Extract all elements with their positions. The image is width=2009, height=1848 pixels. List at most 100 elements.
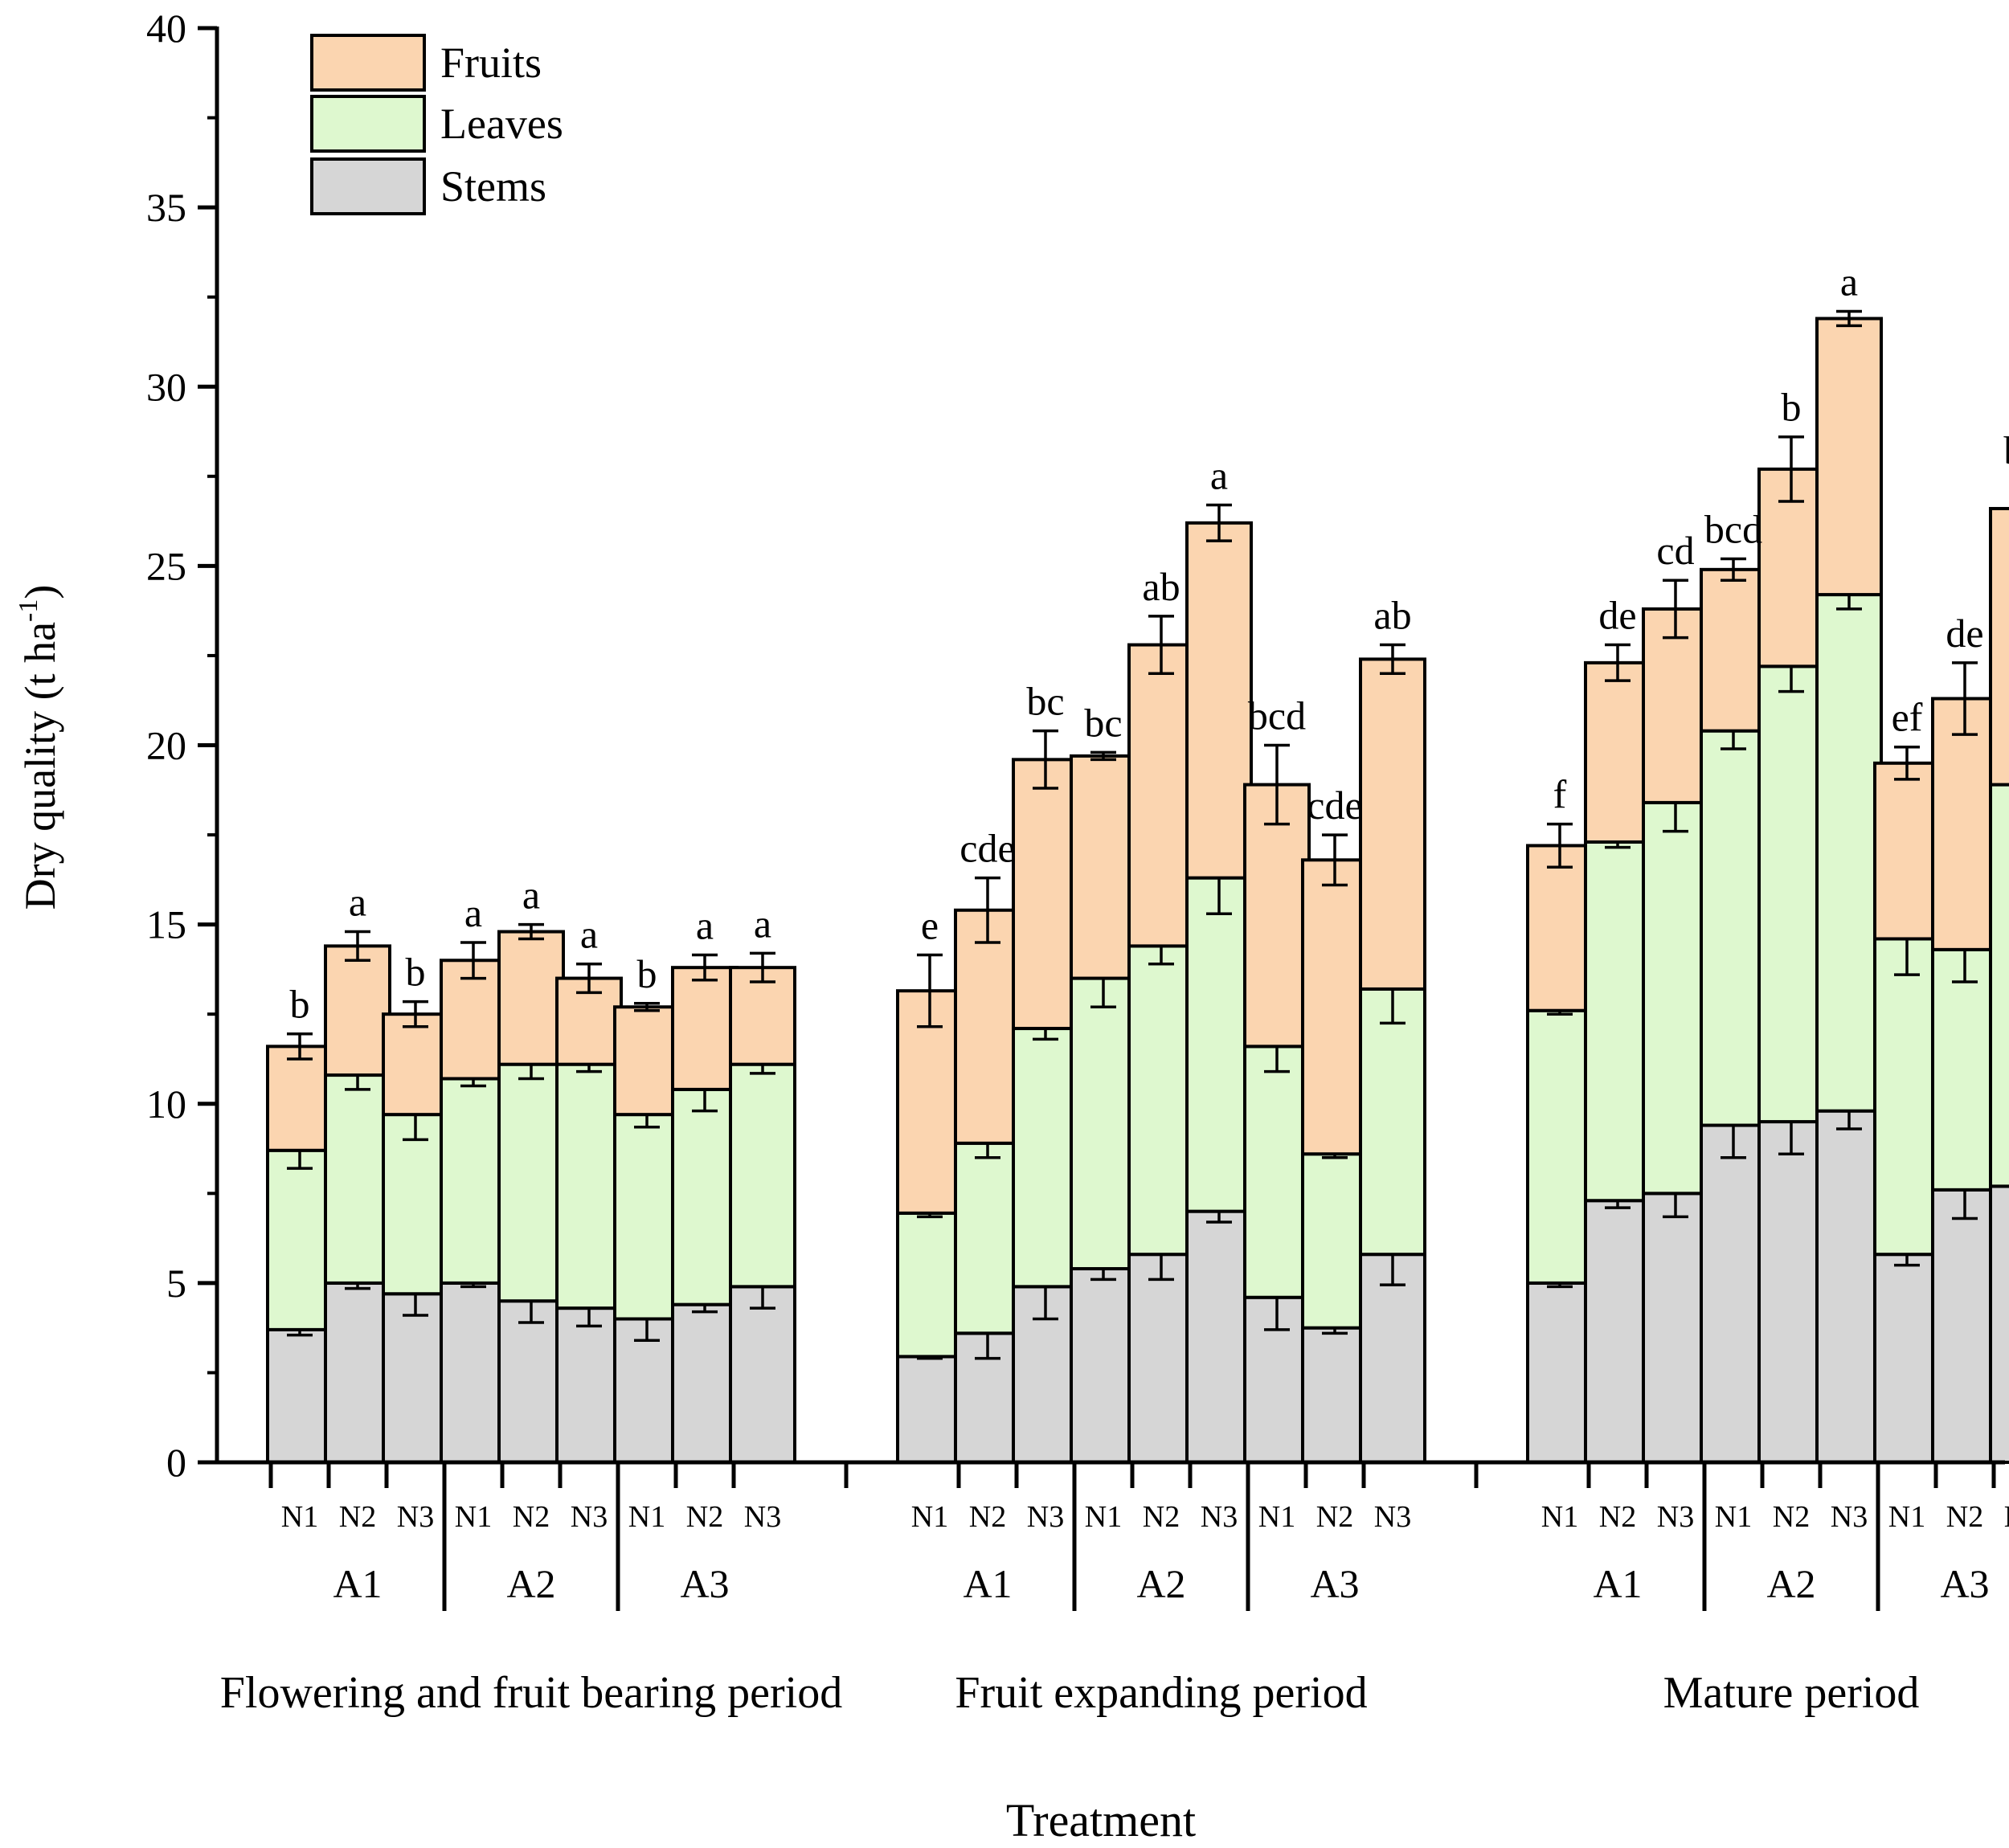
significance-letter: ab <box>1373 593 1411 638</box>
group-label: A1 <box>1593 1561 1642 1606</box>
x-category-label: N3 <box>744 1500 781 1534</box>
x-category-label: N1 <box>911 1500 948 1534</box>
bar-segment-stems <box>1127 1253 1195 1465</box>
bar-segment-stems <box>729 1285 796 1465</box>
bar-segment-stems <box>896 1355 964 1464</box>
bar-segment-stems <box>1873 1253 1941 1465</box>
y-tick-label: 30 <box>146 364 186 409</box>
x-category-label: N2 <box>1946 1500 1983 1534</box>
bar-10 <box>896 953 964 1464</box>
significance-letter: bcd <box>1248 693 1306 738</box>
bar-27 <box>1989 506 2009 1464</box>
y-tick-label: 25 <box>146 543 186 588</box>
bar-segment-stems <box>324 1281 391 1464</box>
bar-segment-fruits <box>497 930 565 1066</box>
bars-layer <box>266 309 2009 1465</box>
bar-segment-fruits <box>1989 506 2009 787</box>
bar-segment-fruits <box>729 966 796 1066</box>
bar-segment-stems <box>1070 1267 1137 1465</box>
bar-24 <box>1815 309 1883 1465</box>
significance-letter: a <box>696 903 714 948</box>
bar-segment-leaves <box>1127 944 1195 1257</box>
x-category-label: N3 <box>2004 1500 2009 1534</box>
bar-segment-stems <box>266 1327 333 1464</box>
bar-segment-leaves <box>440 1077 507 1285</box>
legend-label-fruits: Fruits <box>440 39 542 87</box>
bar-15 <box>1185 503 1253 1464</box>
y-tick-label: 5 <box>166 1261 186 1306</box>
x-category-label: N1 <box>281 1500 318 1534</box>
bar-segment-leaves <box>1070 976 1137 1271</box>
significance-letter: a <box>1210 453 1228 498</box>
bar-segment-leaves <box>1815 593 1883 1113</box>
bar-segment-fruits <box>1243 783 1311 1049</box>
significance-letter: ef <box>1892 695 1923 740</box>
bar-segment-stems <box>1757 1120 1825 1464</box>
bar-segment-fruits <box>266 1045 333 1152</box>
y-tick-label: 35 <box>146 185 186 230</box>
significance-letter: bc <box>1084 700 1122 745</box>
legend-label-leaves: Leaves <box>440 100 563 148</box>
x-category-label: N3 <box>1201 1500 1238 1534</box>
bar-segment-stems <box>613 1317 681 1464</box>
bar-segment-stems <box>671 1302 739 1465</box>
legend-swatch-stems <box>310 157 426 215</box>
significance-letter: e <box>921 903 939 948</box>
significance-letter: de <box>1598 593 1636 638</box>
significance-letter: b <box>637 951 657 996</box>
period-label: Mature period <box>1663 1668 1920 1718</box>
bar-18 <box>1359 643 1426 1465</box>
x-category-label: N1 <box>1888 1500 1925 1534</box>
group-label: A2 <box>1136 1561 1185 1606</box>
x-category-label: N3 <box>571 1500 608 1534</box>
period-label: Flowering and fruit bearing period <box>220 1668 842 1718</box>
bar-segment-leaves <box>1642 800 1709 1196</box>
y-tick-label: 40 <box>146 6 186 51</box>
axes-layer <box>198 26 2005 1611</box>
bar-1 <box>266 1032 333 1464</box>
x-axis-title: Treatment <box>1006 1794 1196 1846</box>
x-category-label: N2 <box>339 1500 376 1534</box>
bar-11 <box>954 876 1021 1464</box>
bar-4 <box>440 941 507 1464</box>
bar-23 <box>1757 435 1825 1464</box>
x-category-label: N2 <box>1316 1500 1353 1534</box>
bar-25 <box>1873 745 1941 1465</box>
bar-segment-stems <box>555 1306 623 1465</box>
group-label: A2 <box>1766 1561 1815 1606</box>
legend-label-stems: Stems <box>440 162 546 211</box>
significance-letter: bc <box>1026 679 1064 724</box>
group-label: A1 <box>333 1561 382 1606</box>
bar-segment-fruits <box>1301 858 1369 1156</box>
bar-segment-leaves <box>1012 1027 1079 1289</box>
bar-segment-leaves <box>1359 987 1426 1257</box>
bar-segment-fruits <box>1700 567 1767 733</box>
bar-segment-fruits <box>1359 657 1426 991</box>
x-category-label: N2 <box>686 1500 723 1534</box>
bar-segment-leaves <box>497 1062 565 1303</box>
bar-segment-stems <box>382 1292 449 1464</box>
bar-segment-leaves <box>729 1062 796 1289</box>
bar-segment-fruits <box>1584 660 1651 844</box>
bar-segment-fruits <box>382 1012 449 1117</box>
bar-segment-stems <box>1642 1192 1709 1464</box>
bar-segment-leaves <box>671 1087 739 1306</box>
x-category-label: N1 <box>1085 1500 1122 1534</box>
x-category-label: N3 <box>397 1500 434 1534</box>
bar-segment-stems <box>1584 1199 1651 1465</box>
x-category-label: N1 <box>1715 1500 1752 1534</box>
bar-segment-leaves <box>1185 876 1253 1213</box>
bar-9 <box>729 951 796 1465</box>
group-label: A3 <box>1940 1561 1989 1606</box>
bar-segment-leaves <box>324 1073 391 1285</box>
significance-letter: a <box>1840 260 1858 305</box>
bar-segment-stems <box>1700 1123 1767 1465</box>
significance-letter: bc <box>2003 427 2009 472</box>
bar-22 <box>1700 557 1767 1465</box>
x-category-label: N1 <box>1541 1500 1578 1534</box>
x-category-label: N3 <box>1027 1500 1064 1534</box>
bar-segment-fruits <box>1873 761 1941 941</box>
bar-segment-fruits <box>1012 758 1079 1031</box>
